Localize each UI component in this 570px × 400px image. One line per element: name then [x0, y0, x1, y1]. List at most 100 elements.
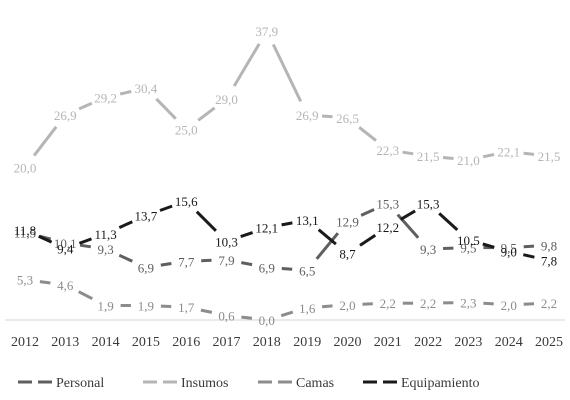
data-label-insumos: 29,0 — [215, 92, 238, 107]
data-label-equipamiento: 11,3 — [94, 227, 116, 242]
data-label-camas: 2,0 — [501, 298, 517, 313]
series-segment-insumos — [442, 156, 454, 160]
series-segment-insumos — [119, 90, 132, 96]
data-label-equipamiento: 12,1 — [255, 221, 278, 236]
data-label-insumos: 21,5 — [538, 149, 561, 164]
data-label-equipamiento: 10,5 — [457, 233, 480, 248]
series-segment-insumos — [78, 101, 93, 111]
x-tick-label: 2019 — [293, 335, 321, 350]
data-label-insumos: 30,4 — [135, 81, 158, 96]
x-tick-layer: 2012 2013 2014 2015 2016 2017 2018 2019 2020 2021… — [11, 335, 563, 350]
series-segment-insumos — [271, 43, 303, 103]
data-label-insumos: 26,9 — [54, 108, 77, 123]
data-label-personal: 9,5 — [460, 241, 476, 256]
series-segment-personal — [315, 232, 340, 260]
series-segment-equipamiento — [195, 210, 217, 232]
data-label-equipamiento: 8,7 — [339, 247, 356, 262]
series-layer — [32, 43, 535, 320]
series-segment-personal — [281, 267, 293, 271]
data-label-camas: 1,7 — [178, 300, 195, 315]
data-label-camas: 0,0 — [259, 313, 275, 328]
series-segment-insumos — [358, 126, 377, 142]
data-label-personal: 15,3 — [376, 196, 399, 211]
x-tick-label: 2020 — [334, 335, 362, 350]
data-label-personal: 6,9 — [259, 260, 275, 275]
data-label-insumos: 21,5 — [417, 149, 440, 164]
series-segment-equipamiento — [118, 220, 133, 229]
series-segment-insumos — [232, 43, 261, 87]
legend-label-equipamiento: Equipamiento — [401, 376, 480, 391]
data-label-personal: 7,9 — [218, 253, 234, 268]
legend-item-personal: Personal — [18, 376, 104, 391]
legend: Personal Insumos Camas Equipamiento — [18, 376, 480, 391]
data-label-insumos: 20,0 — [14, 161, 37, 176]
data-label-insumos: 22,1 — [497, 145, 520, 160]
series-segment-camas — [200, 308, 213, 314]
series-segment-camas — [280, 310, 294, 318]
series-segment-equipamiento — [399, 209, 416, 221]
data-label-camas: 2,2 — [541, 296, 557, 311]
data-label-personal: 11,5 — [14, 225, 36, 240]
data-label-camas: 0,6 — [218, 308, 235, 323]
series-segment-insumos — [197, 106, 216, 122]
data-label-insumos: 29,2 — [94, 90, 117, 105]
data-label-insumos: 37,9 — [255, 24, 278, 39]
data-label-equipamiento: 15,3 — [417, 196, 440, 211]
data-label-personal: 9,5 — [501, 241, 517, 256]
series-insumos — [32, 43, 535, 160]
series-segment-equipamiento — [359, 234, 377, 247]
series-segment-equipamiento — [482, 242, 495, 249]
x-tick-label: 2025 — [535, 335, 563, 350]
data-label-insumos: 21,0 — [457, 153, 480, 168]
data-label-insumos: 26,5 — [336, 111, 359, 126]
data-label-camas: 2,3 — [460, 296, 476, 311]
series-segment-camas — [241, 315, 253, 320]
series-segment-insumos — [482, 153, 495, 159]
series-segment-camas — [483, 301, 494, 306]
series-segment-equipamiento — [38, 234, 53, 244]
data-label-camas: 1,6 — [299, 301, 316, 316]
series-segment-personal — [523, 244, 535, 249]
data-label-insumos: 25,0 — [175, 122, 198, 137]
data-label-equipamiento: 9,4 — [57, 241, 74, 256]
legend-item-equipamiento: Equipamiento — [363, 376, 480, 391]
series-equipamiento — [38, 204, 535, 259]
x-tick-label: 2023 — [454, 335, 482, 350]
x-tick-label: 2015 — [132, 335, 160, 350]
data-label-layer: 11,5 10,1 9,3 6,9 7,7 7,9 6,9 6,5 12,9 15,3 9,3 9,5… — [14, 24, 561, 328]
data-label-personal: 12,9 — [336, 215, 359, 230]
x-tick-label: 2017 — [213, 335, 241, 350]
data-label-insumos: 22,3 — [376, 143, 399, 158]
series-segment-insumos — [402, 150, 414, 156]
series-segment-personal — [118, 253, 133, 263]
legend-label-insumos: Insumos — [181, 376, 228, 391]
data-label-equipamiento: 11,8 — [14, 223, 36, 238]
x-tick-label: 2021 — [374, 335, 402, 350]
data-label-insumos: 26,9 — [296, 108, 319, 123]
x-tick-label: 2012 — [11, 335, 39, 350]
series-segment-equipamiento — [438, 212, 459, 232]
data-label-personal: 6,5 — [299, 263, 315, 278]
data-label-equipamiento: 13,7 — [135, 209, 158, 224]
series-segment-equipamiento — [522, 253, 535, 259]
data-label-equipamiento: 13,1 — [296, 213, 319, 228]
x-tick-label: 2024 — [495, 335, 523, 350]
x-tick-label: 2018 — [253, 335, 281, 350]
data-label-camas: 4,6 — [57, 278, 74, 293]
data-label-camas: 1,9 — [97, 299, 113, 314]
series-segment-insumos — [32, 125, 58, 157]
legend-item-camas: Camas — [258, 376, 334, 391]
series-segment-camas — [321, 304, 333, 309]
series-segment-insumos — [523, 151, 535, 156]
series-segment-personal — [241, 261, 253, 267]
data-label-personal: 9,3 — [97, 242, 113, 257]
series-segment-camas — [78, 290, 93, 301]
data-label-camas: 2,2 — [420, 296, 436, 311]
data-label-personal: 7,7 — [178, 254, 195, 269]
series-segment-equipamiento — [240, 231, 254, 239]
data-label-equipamiento: 10,3 — [215, 235, 238, 250]
data-label-personal: 9,3 — [420, 242, 436, 257]
series-segment-personal — [79, 243, 92, 249]
data-label-personal: 10,1 — [54, 236, 77, 251]
data-label-personal: 6,9 — [138, 260, 154, 275]
